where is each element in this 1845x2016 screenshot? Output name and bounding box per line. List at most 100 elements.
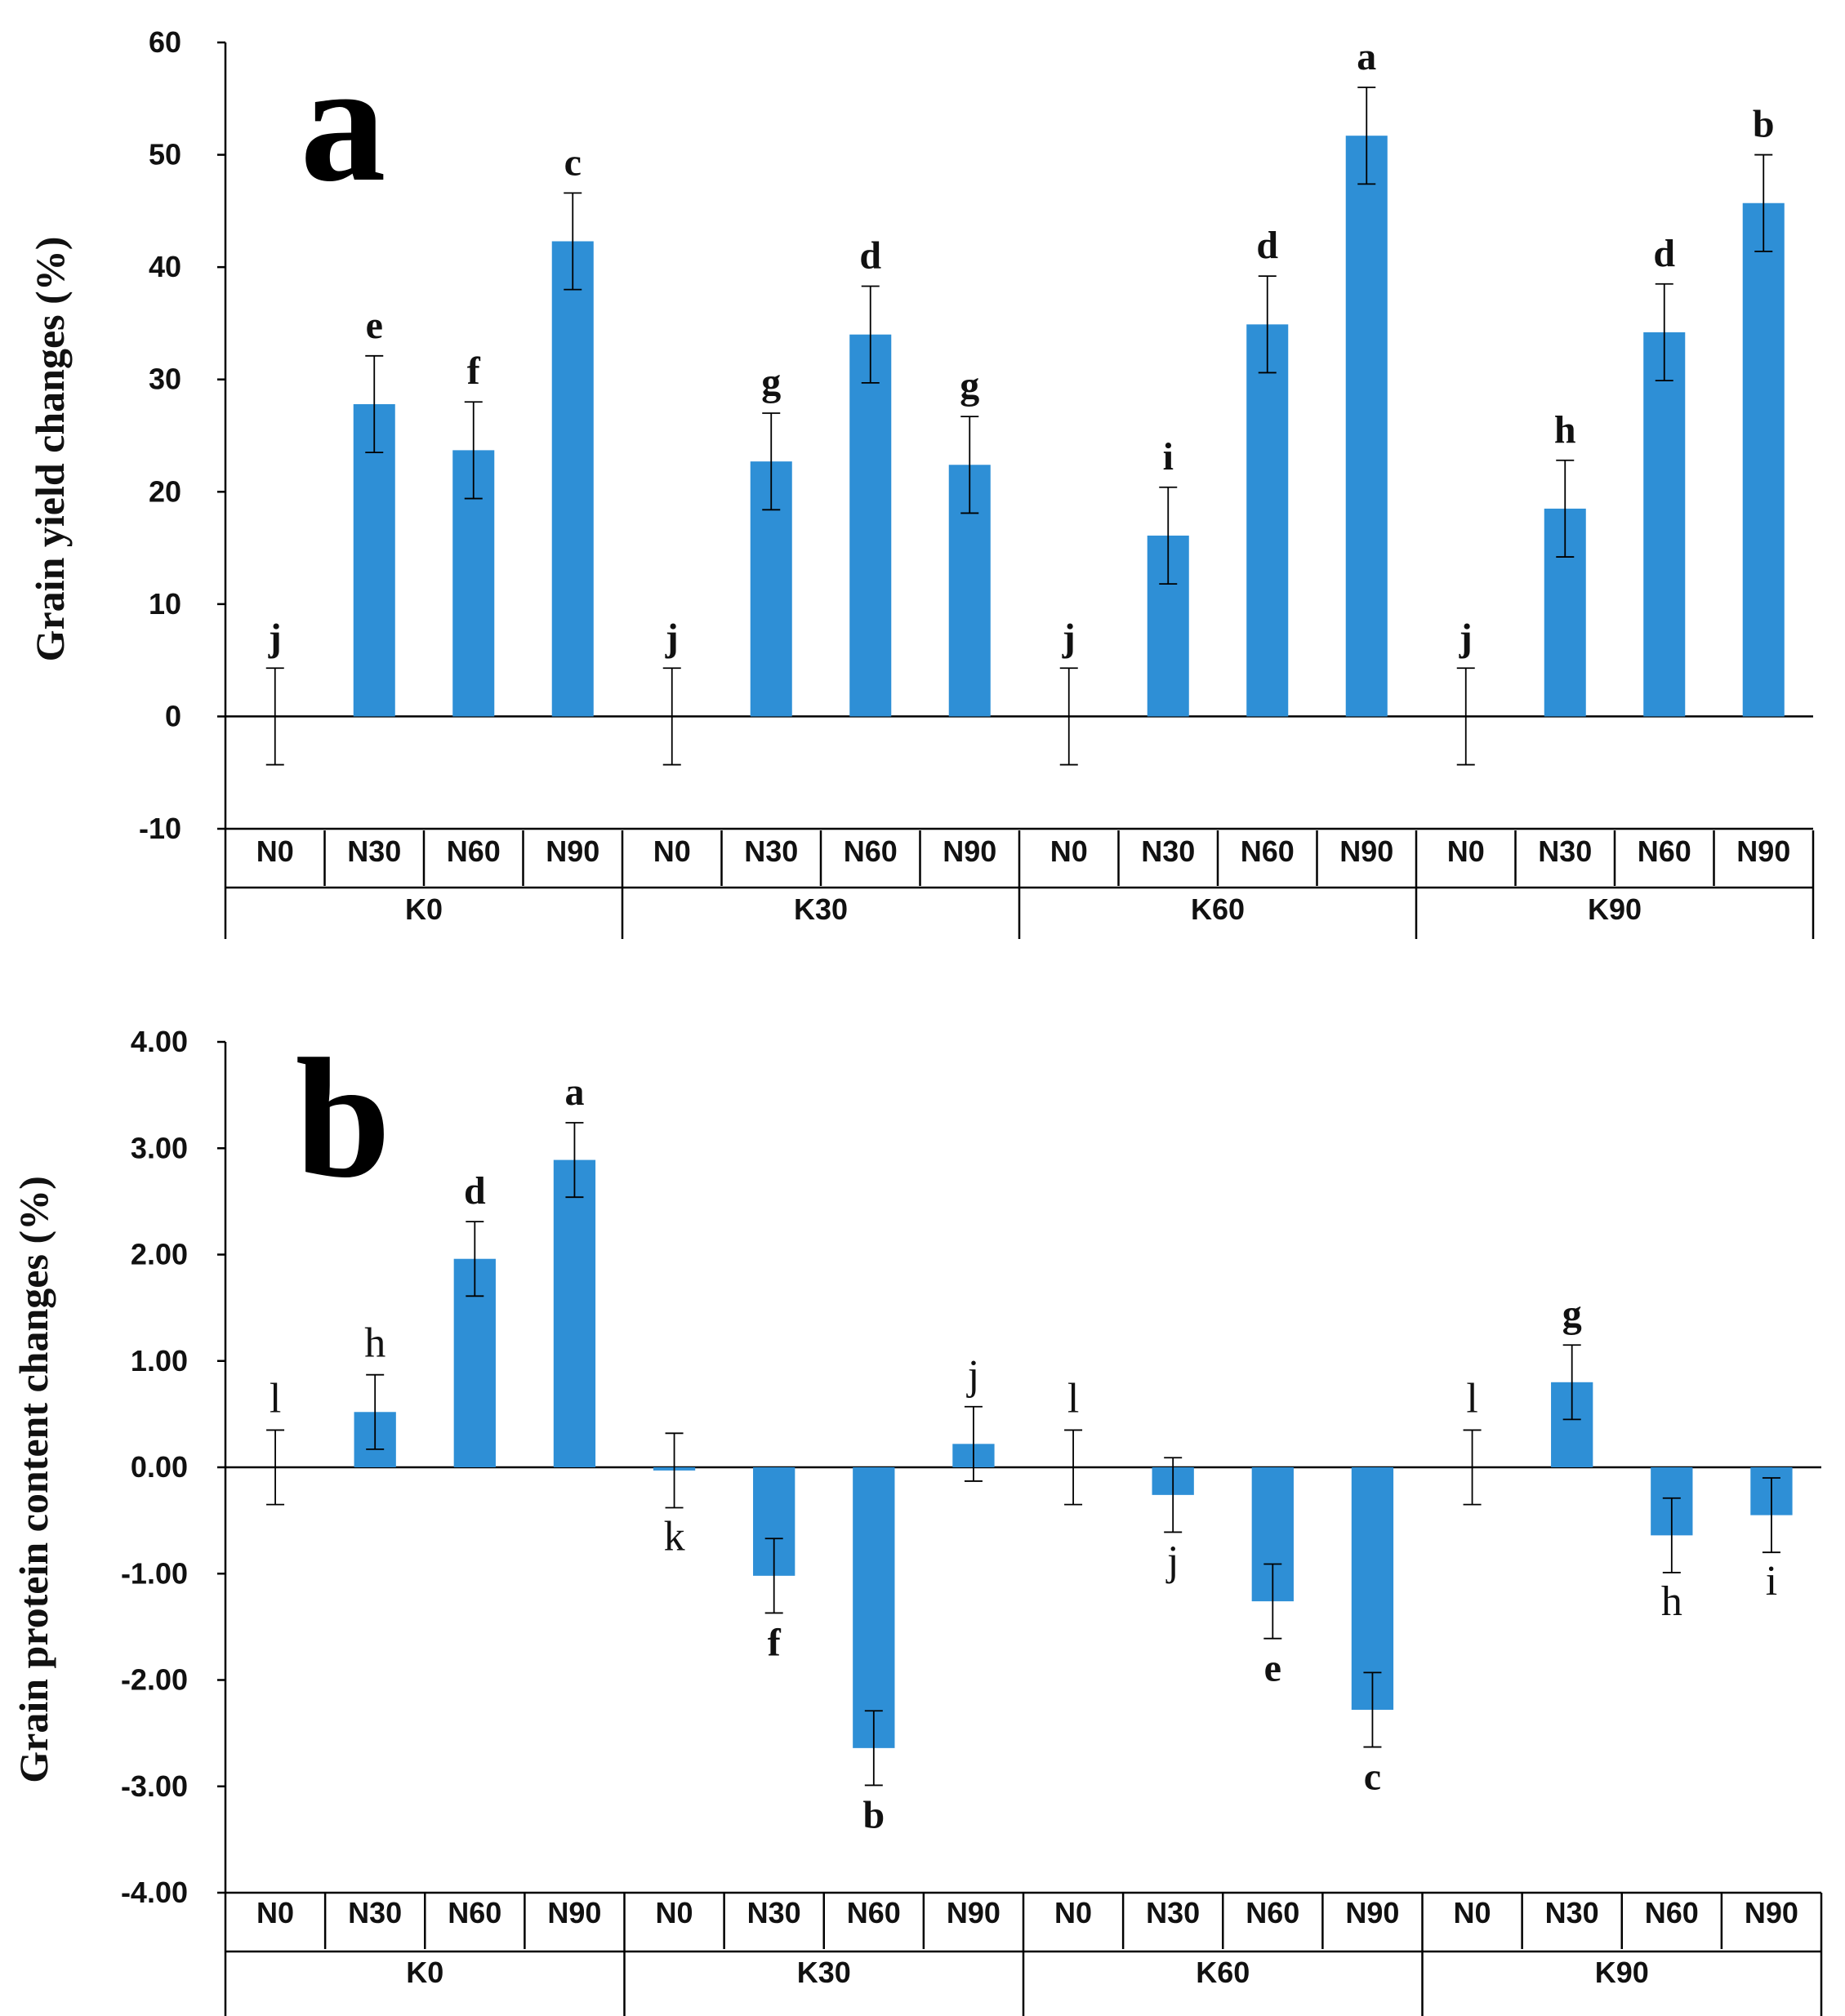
- chart-a: 60 50 40 30 20 10 0 -10 Grain yield changes (%) a…: [27, 25, 1815, 939]
- bar: [353, 403, 395, 717]
- significance-letter: h: [1554, 408, 1576, 452]
- category-label: N30: [347, 834, 401, 868]
- category-label: N90: [943, 834, 996, 868]
- significance-letter: c: [564, 140, 582, 184]
- significance-letter: h: [1661, 1578, 1682, 1625]
- y-tick-label: 4.00: [131, 1025, 188, 1058]
- significance-letter: l: [1466, 1375, 1477, 1422]
- bar: [1742, 202, 1785, 717]
- category-label: N60: [1638, 834, 1691, 868]
- category-label: N0: [656, 1896, 693, 1929]
- category-label: N0: [1454, 1896, 1491, 1929]
- category-label: N0: [653, 834, 691, 868]
- significance-letter: d: [464, 1169, 486, 1213]
- bar: [1345, 136, 1388, 717]
- category-label: N30: [1538, 834, 1592, 868]
- category-label: N60: [1246, 1896, 1299, 1929]
- y-axis-title: Grain yield changes (%): [27, 237, 73, 662]
- category-label: N90: [1745, 1896, 1798, 1929]
- significance-letter: e: [1264, 1647, 1281, 1690]
- category-label: N60: [448, 1896, 501, 1929]
- significance-letter: j: [1459, 616, 1473, 659]
- category-label: N60: [847, 1896, 901, 1929]
- chart-b: 4.00 3.00 2.00 1.00 0.00 -1.00 -2.00 -3.00 -4.00…: [11, 1024, 1823, 2016]
- bar: [553, 1159, 596, 1467]
- y-tick-label: 3.00: [131, 1131, 188, 1164]
- y-tick-label: 50: [149, 138, 181, 171]
- significance-letter: b: [1753, 103, 1775, 146]
- significance-letter: g: [960, 364, 979, 407]
- significance-letter: e: [366, 304, 383, 347]
- bar: [1351, 1467, 1394, 1710]
- category-label: N60: [1241, 834, 1295, 868]
- bar: [849, 334, 892, 717]
- y-tick-label: 10: [149, 587, 181, 621]
- significance-letter: g: [761, 361, 781, 404]
- bar: [1246, 324, 1289, 717]
- y-tick-label: 2.00: [131, 1238, 188, 1271]
- significance-letter: f: [467, 349, 481, 393]
- significance-letter: b: [862, 1793, 885, 1836]
- category-label: N60: [1645, 1896, 1699, 1929]
- category-label: N0: [256, 1896, 294, 1929]
- category-label: N60: [844, 834, 898, 868]
- significance-letter: k: [664, 1513, 685, 1560]
- significance-letter: j: [1165, 1538, 1179, 1584]
- category-label: N0: [1050, 834, 1088, 868]
- y-axis-title: Grain protein content changes (%): [11, 1176, 56, 1782]
- y-tick-label: 1.00: [131, 1344, 188, 1377]
- group-label: K0: [406, 1956, 443, 1989]
- significance-letter: d: [1653, 232, 1675, 275]
- significance-letter: i: [1163, 435, 1174, 478]
- significance-letter: f: [768, 1621, 782, 1664]
- category-label: N90: [1345, 1896, 1399, 1929]
- category-label: N90: [546, 834, 599, 868]
- y-tick-label: -10: [139, 812, 181, 845]
- y-tick-label: -3.00: [121, 1769, 188, 1803]
- panel-label: b: [296, 1024, 391, 1213]
- bar: [551, 241, 594, 717]
- group-label: K90: [1588, 892, 1642, 926]
- y-tick-label: 60: [149, 25, 181, 59]
- category-label: N60: [447, 834, 501, 868]
- bar: [1643, 332, 1686, 717]
- category-label: N30: [1146, 1896, 1200, 1929]
- group-label: K0: [405, 892, 443, 926]
- panel-label: a: [301, 28, 386, 217]
- y-tick-label: 0.00: [131, 1450, 188, 1484]
- category-label: N30: [747, 1896, 801, 1929]
- significance-letter: l: [270, 1375, 281, 1422]
- group-label: K90: [1595, 1956, 1649, 1989]
- significance-letter: c: [1364, 1756, 1381, 1799]
- category-label: N30: [348, 1896, 402, 1929]
- bar: [853, 1467, 895, 1748]
- significance-letter: a: [564, 1070, 584, 1114]
- y-tick-label: 20: [149, 474, 181, 508]
- significance-letter: j: [268, 616, 282, 659]
- category-label: N90: [1736, 834, 1790, 868]
- significance-letter: i: [1766, 1558, 1777, 1604]
- category-label: N0: [1447, 834, 1485, 868]
- significance-letter: l: [1067, 1375, 1079, 1422]
- y-tick-label: 30: [149, 363, 181, 396]
- group-label: K30: [794, 892, 848, 926]
- group-label: K60: [1191, 892, 1245, 926]
- category-label: N90: [547, 1896, 601, 1929]
- category-label: N30: [1545, 1896, 1599, 1929]
- y-tick-label: 40: [149, 250, 181, 283]
- category-label: N30: [1141, 834, 1195, 868]
- significance-letter: a: [1357, 35, 1376, 78]
- significance-letter: d: [1256, 224, 1278, 267]
- category-label: N0: [256, 834, 294, 868]
- y-tick-label: 0: [165, 699, 181, 732]
- significance-letter: g: [1562, 1293, 1582, 1336]
- significance-letter: j: [1062, 616, 1076, 659]
- y-tick-label: -1.00: [121, 1556, 188, 1590]
- significance-letter: d: [859, 234, 881, 278]
- group-label: K60: [1196, 1956, 1250, 1989]
- category-label: N0: [1054, 1896, 1092, 1929]
- significance-letter: j: [966, 1352, 979, 1399]
- category-label: N90: [947, 1896, 1000, 1929]
- group-label: K30: [797, 1956, 851, 1989]
